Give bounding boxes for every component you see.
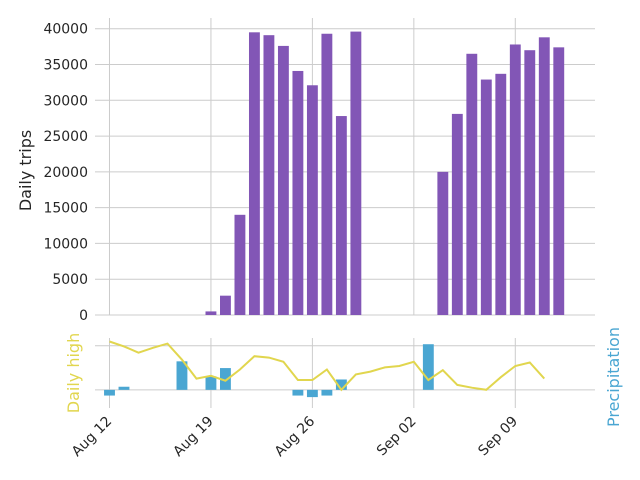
trips-bar — [538, 37, 550, 316]
trips-bar — [524, 50, 536, 315]
trips-y-tick-label: 25000 — [43, 129, 88, 145]
trips-y-tick-label: 30000 — [43, 93, 88, 109]
trips-bar — [437, 171, 449, 315]
precipitation-bar — [176, 361, 188, 390]
trips-y-axis-label: Daily trips — [16, 130, 35, 211]
precipitation-bar — [220, 368, 231, 390]
trips-bar — [205, 311, 217, 315]
precipitation-bar — [422, 344, 434, 390]
trips-bar — [234, 214, 246, 315]
trips-bar — [335, 116, 347, 316]
trips-bar — [466, 53, 478, 315]
daily-high-line — [109, 340, 546, 392]
trips-bar — [451, 113, 463, 315]
trips-bar — [509, 44, 521, 315]
daily-high-axis-label: Daily high — [64, 333, 83, 413]
precipitation-bar — [321, 389, 333, 396]
trips-y-tick-label: 20000 — [43, 165, 88, 181]
x-tick-labels: Aug 12 Aug 19 Aug 26 Sep 02 Sep 09 — [69, 413, 521, 459]
trips-bar — [480, 79, 492, 315]
precipitation-bar — [306, 389, 318, 398]
trips-y-tick-labels: 0 5000 10000 15000 20000 25000 30000 35000 40000 — [43, 22, 88, 324]
precipitation-bar — [292, 389, 304, 396]
precipitation-bar — [118, 386, 130, 390]
trips-y-tick-label: 40000 — [43, 22, 88, 38]
trips-y-tick-label: 0 — [79, 308, 88, 324]
trips-bar — [277, 45, 289, 316]
bottom-panel-grid — [95, 338, 595, 408]
trips-bar — [263, 35, 275, 315]
precipitation-axis-label: Precipitation — [604, 327, 623, 427]
precipitation-bar — [104, 389, 115, 396]
x-tick-label: Sep 09 — [475, 414, 521, 460]
x-tick-label: Aug 26 — [272, 413, 318, 459]
trips-bar — [553, 47, 565, 316]
trips-bar — [350, 31, 362, 315]
trips-bar-series — [205, 31, 565, 316]
precipitation-bar-series — [104, 344, 434, 398]
x-tick-label: Aug 12 — [69, 414, 115, 460]
x-tick-label: Sep 02 — [374, 414, 420, 460]
x-tick-label: Aug 19 — [170, 414, 216, 460]
trips-bar — [248, 32, 260, 315]
precipitation-bar — [335, 379, 347, 390]
trips-bar — [321, 33, 333, 316]
trips-bar — [220, 295, 231, 315]
trips-y-tick-label: 5000 — [52, 272, 88, 288]
trips-y-tick-label: 35000 — [43, 58, 88, 74]
trips-bar — [292, 70, 304, 315]
trips-bar — [306, 85, 318, 316]
trips-y-tick-label: 10000 — [43, 236, 88, 252]
trips-bar — [495, 73, 507, 315]
trips-y-tick-label: 15000 — [43, 201, 88, 217]
precipitation-bar — [205, 376, 217, 390]
